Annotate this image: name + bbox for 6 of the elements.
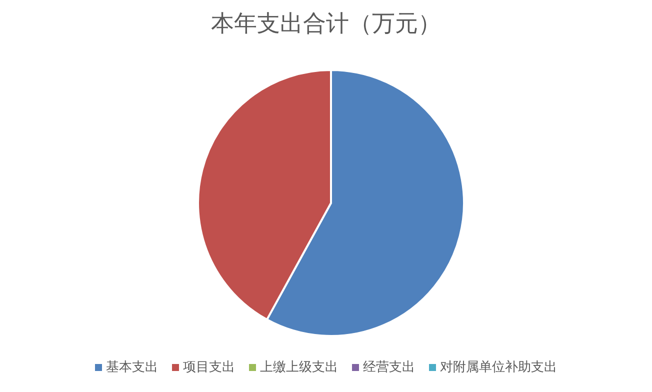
- legend-label: 对附属单位补助支出: [440, 359, 557, 376]
- legend-label: 上缴上级支出: [260, 359, 338, 376]
- chart-title: 本年支出合计（万元）: [210, 10, 442, 39]
- legend-label: 项目支出: [183, 359, 235, 376]
- legend-label: 经营支出: [363, 359, 415, 376]
- legend-label: 基本支出: [106, 359, 158, 376]
